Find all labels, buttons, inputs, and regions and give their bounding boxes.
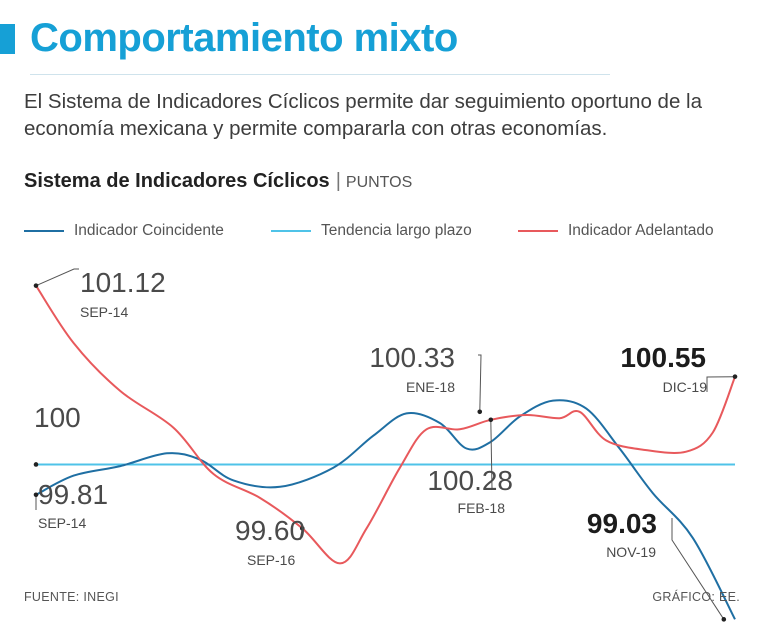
data-point-100-55	[732, 374, 738, 379]
chart-unit: PUNTOS	[345, 174, 413, 191]
data-point-100	[33, 462, 39, 467]
annotation-leader-100-55	[706, 376, 736, 392]
annotation-value-100-55: 100.55	[620, 342, 706, 373]
annotation-leader-101-12	[35, 268, 79, 287]
annotation-value-99-03: 99.03	[587, 508, 657, 539]
chart-title: Sistema de Indicadores Cíclicos | PUNTOS	[24, 170, 412, 193]
legend-item-coincidente: Indicador Coincidente	[24, 222, 224, 240]
annotation-leader-99-03	[671, 518, 725, 620]
legend-item-adelantado: Indicador Adelantado	[518, 222, 714, 240]
legend-item-tendencia: Tendencia largo plazo	[271, 222, 472, 240]
data-point-100-28	[488, 417, 494, 423]
source-note: FUENTE: INEGI	[24, 590, 119, 604]
data-point-100-33	[477, 409, 483, 415]
annotation-value-100: 100	[34, 402, 81, 433]
chart-title-text: Sistema de Indicadores Cíclicos	[24, 170, 330, 192]
annotation-date-100-33: ENE-18	[406, 379, 455, 395]
annotation-date-101-12: SEP-14	[80, 304, 128, 320]
annotation-value-100-33: 100.33	[369, 342, 455, 373]
series-line-indicador-adelantado	[35, 285, 736, 565]
legend-label-tendencia: Tendencia largo plazo	[321, 222, 472, 239]
annotation-leader-100-28	[490, 419, 493, 489]
annotation-date-99-81: SEP-14	[38, 515, 86, 531]
chart-title-separator: |	[335, 170, 341, 192]
page-title: Comportamiento mixto	[30, 16, 458, 60]
title-divider	[30, 74, 610, 75]
data-point-99-60	[299, 526, 305, 531]
legend-swatch-coincidente	[24, 230, 64, 232]
legend-swatch-tendencia	[271, 230, 311, 232]
annotation-value-99-60: 99.60	[235, 515, 305, 546]
data-point-101-12	[33, 283, 39, 288]
legend-label-adelantado: Indicador Adelantado	[568, 222, 714, 239]
page-subtitle: El Sistema de Indicadores Cíclicos permi…	[24, 90, 702, 140]
annotation-date-100-55: DIC-19	[663, 379, 708, 395]
series-line-indicador-coincidente	[35, 399, 736, 620]
data-point-99-81	[33, 492, 39, 498]
annotation-date-99-03: NOV-19	[606, 544, 656, 560]
annotation-leader-100-33	[478, 354, 482, 412]
annotation-value-100-28: 100.28	[427, 465, 513, 496]
data-point-99-03	[721, 617, 727, 622]
legend-label-coincidente: Indicador Coincidente	[74, 222, 224, 239]
credit-note: GRÁFICO: EE.	[652, 590, 740, 604]
annotation-date-100-28: FEB-18	[458, 500, 506, 516]
legend-swatch-adelantado	[518, 230, 558, 232]
annotation-value-99-81: 99.81	[38, 479, 108, 510]
title-accent-bar	[0, 24, 15, 54]
chart-legend: Indicador Coincidente Tendencia largo pl…	[0, 222, 768, 244]
annotation-date-99-60: SEP-16	[247, 552, 295, 568]
annotation-value-101-12: 101.12	[80, 267, 166, 298]
